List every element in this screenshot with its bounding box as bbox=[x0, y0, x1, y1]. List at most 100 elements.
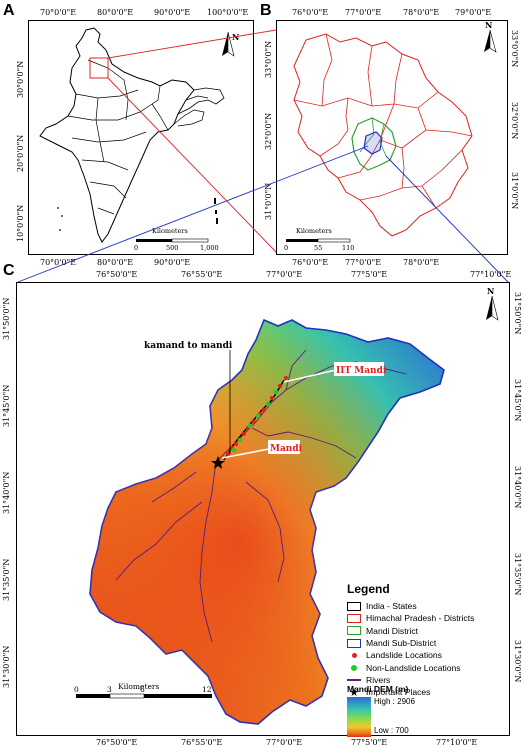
panel-b-left-tick: 33°0'0"N bbox=[264, 40, 273, 78]
panel-c-bottom-tick: 76°55'0"E bbox=[181, 738, 223, 747]
panel-c-bottom-tick: 77°10'0"E bbox=[436, 738, 478, 747]
panel-c-bottom-tick: 76°50'0"E bbox=[96, 738, 138, 747]
legend-label: Mandi District bbox=[366, 625, 419, 636]
legend-label: India - States bbox=[366, 601, 417, 612]
panel-a-top-tick: 80°0'0"E bbox=[97, 8, 134, 17]
legend-swatch bbox=[347, 651, 361, 660]
panel-c-right-tick: 31°45'0"N bbox=[513, 379, 522, 422]
panel-a-bottom-tick: 70°0'0"E bbox=[40, 258, 77, 267]
star-icon: ★ bbox=[349, 686, 359, 699]
panel-b-scale-label: 0 bbox=[284, 244, 288, 252]
legend-label: Non-Landslide Locations bbox=[366, 662, 461, 673]
panel-b-letter: B bbox=[260, 2, 272, 19]
panel-c-right-tick: 31°50'0"N bbox=[513, 292, 522, 335]
panel-b-scale-label: 110 bbox=[342, 244, 354, 252]
panel-b-right-tick: 33°0'0"N bbox=[510, 30, 519, 68]
mandi-label: Mandi bbox=[270, 444, 303, 454]
legend-swatch bbox=[347, 613, 361, 623]
panel-c-right-tick: 31°40'0"N bbox=[513, 466, 522, 509]
panel-a-top-tick: 100°0'0"E bbox=[207, 8, 249, 17]
panel-c-scale-label: 6 bbox=[140, 685, 145, 694]
panel-b-top-tick: 76°0'0"E bbox=[292, 8, 329, 17]
legend-label: Rivers bbox=[366, 674, 391, 685]
panel-a-top-tick: 70°0'0"E bbox=[40, 8, 77, 17]
panel-c-north-label: N bbox=[487, 286, 494, 296]
panel-c-top-tick: 77°0'0"E bbox=[266, 270, 303, 279]
panel-c-scale-title: Kilometers bbox=[118, 682, 160, 691]
panel-c-left-tick: 31°50'0"N bbox=[2, 297, 11, 340]
panel-c-left-tick: 31°35'0"N bbox=[2, 558, 11, 601]
legend-item-rivers: Rivers bbox=[347, 674, 507, 686]
legend-item-landslide: Landslide Locations bbox=[347, 649, 507, 661]
legend-title: Legend bbox=[347, 582, 390, 596]
panel-b-right-tick: 32°0'0"N bbox=[510, 102, 519, 140]
mandi-subdistrict-outline bbox=[363, 131, 383, 155]
panel-c-left-tick: 31°45'0"N bbox=[2, 384, 11, 427]
panel-b-bottom-tick: 78°0'0"E bbox=[403, 258, 440, 267]
panel-c-right-tick: 31°30'0"N bbox=[513, 640, 522, 683]
panel-c-scale-label: 0 bbox=[74, 685, 79, 694]
panel-b-bottom-tick: 76°0'0"E bbox=[292, 258, 329, 267]
panel-a-scale-title: Kilometers bbox=[152, 227, 188, 235]
panel-a-scale-label: 1,000 bbox=[200, 244, 219, 252]
panel-b-map: N Kilometers 0 55 110 bbox=[276, 20, 508, 255]
panel-a-left-tick: 30°0'0"N bbox=[16, 60, 25, 98]
panel-b-left-tick: 31°0'0"N bbox=[264, 182, 273, 220]
panel-b-top-tick: 77°0'0"E bbox=[345, 8, 382, 17]
panel-a-scale-label: 500 bbox=[166, 244, 178, 252]
legend-item-hp-districts: Himachal Pradesh - Districts bbox=[347, 612, 507, 624]
panel-c-map: kamand to mandi IIT Mandi Mandi N Kilome… bbox=[16, 282, 510, 736]
legend-swatch bbox=[347, 638, 361, 648]
panel-a-left-tick: 20°0'0"N bbox=[16, 134, 25, 172]
panel-a-bottom-tick: 90°0'0"E bbox=[154, 258, 191, 267]
panel-c-bottom-tick: 77°5'0"E bbox=[351, 738, 388, 747]
panel-c-left-tick: 31°40'0"N bbox=[2, 471, 11, 514]
panel-c-bottom-tick: 77°0'0"E bbox=[266, 738, 303, 747]
panel-b-right-tick: 31°0'0"N bbox=[510, 172, 519, 210]
dem-low-label: Low : 700 bbox=[374, 726, 409, 735]
panel-b-scale-title: Kilometers bbox=[296, 227, 332, 235]
panel-c-letter: C bbox=[3, 262, 15, 279]
panel-b-top-tick: 78°0'0"E bbox=[403, 8, 440, 17]
panel-a-north-label: N bbox=[232, 32, 239, 42]
legend-swatch bbox=[347, 675, 361, 684]
panel-a-left-tick: 10°0'0"N bbox=[16, 204, 25, 242]
panel-a-top-tick: 90°0'0"E bbox=[154, 8, 191, 17]
panel-a-scale-label: 0 bbox=[134, 244, 138, 252]
panel-a-map: N Kilometers 0 500 1,000 bbox=[28, 20, 254, 255]
dem-color-ramp bbox=[347, 697, 371, 737]
panel-c-top-tick: 77°10'0"E bbox=[470, 270, 512, 279]
panel-a-letter: A bbox=[3, 2, 15, 19]
legend-swatch bbox=[347, 626, 361, 636]
panel-c-top-tick: 77°5'0"E bbox=[351, 270, 388, 279]
panel-b-north-label: N bbox=[485, 20, 492, 30]
dem-legend-title: Mandi DEM (m) bbox=[347, 684, 409, 694]
panel-b-left-tick: 32°0'0"N bbox=[264, 112, 273, 150]
panel-b-scale-label: 55 bbox=[314, 244, 322, 252]
panel-a-bottom-tick: 80°0'0"E bbox=[97, 258, 134, 267]
legend-item-important-places: ★ Important Places bbox=[347, 686, 507, 699]
panel-c-top-tick: 76°55'0"E bbox=[181, 270, 223, 279]
legend-item-india-states: India - States bbox=[347, 600, 507, 612]
non-landslide-points bbox=[231, 389, 279, 453]
important-place-star bbox=[211, 456, 225, 469]
legend: Legend India - States Himachal Pradesh -… bbox=[347, 582, 507, 699]
legend-label: Himachal Pradesh - Districts bbox=[366, 613, 475, 624]
legend-swatch bbox=[347, 663, 361, 672]
panel-c-top-tick: 76°50'0"E bbox=[96, 270, 138, 279]
panel-c-right-tick: 31°35'0"N bbox=[513, 553, 522, 596]
dem-high-label: High : 2906 bbox=[374, 697, 415, 706]
iit-mandi-label: IIT Mandi bbox=[336, 366, 387, 376]
legend-swatch bbox=[347, 601, 361, 611]
panel-a-study-box bbox=[89, 57, 109, 79]
legend-label: Important Places bbox=[366, 687, 431, 698]
legend-item-non-landslide: Non-Landslide Locations bbox=[347, 661, 507, 673]
panel-b-bottom-tick: 77°0'0"E bbox=[345, 258, 382, 267]
legend-label: Mandi Sub-District bbox=[366, 638, 437, 649]
panel-b-top-tick: 79°0'0"E bbox=[455, 8, 492, 17]
panel-c-left-tick: 31°30'0"N bbox=[2, 645, 11, 688]
panel-c-scale-label: 3 bbox=[107, 685, 112, 694]
legend-label: Landslide Locations bbox=[366, 650, 442, 661]
legend-item-mandi-district: Mandi District bbox=[347, 625, 507, 637]
panel-c-scale-label: 12 bbox=[202, 685, 212, 694]
